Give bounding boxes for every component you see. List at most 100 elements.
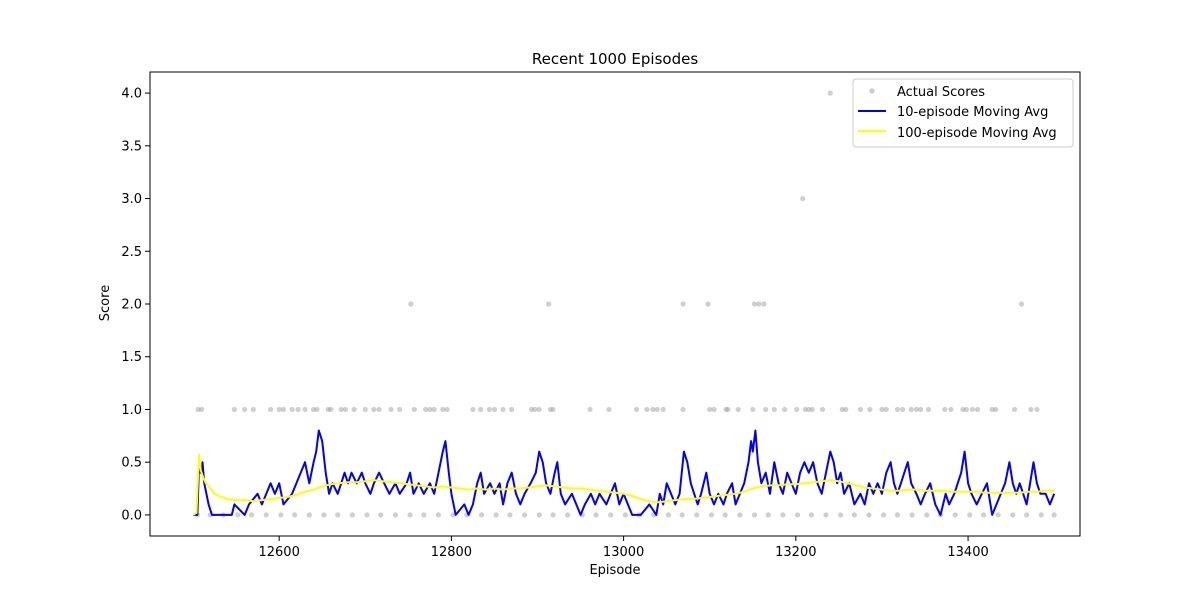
scatter-point — [407, 512, 413, 518]
scatter-point — [435, 512, 442, 518]
scatter-point — [606, 406, 612, 413]
plot-area — [192, 90, 1057, 518]
scatter-point — [500, 406, 506, 413]
scatter-point — [328, 406, 334, 413]
scatter-point — [378, 512, 384, 518]
y-tick-label: 1.5 — [121, 350, 142, 365]
scatter-point — [913, 406, 919, 413]
scatter-point — [843, 406, 849, 413]
scatter-point — [857, 406, 864, 413]
scatter-point — [486, 406, 492, 413]
scatter-point — [925, 406, 932, 413]
scatter-point — [242, 406, 248, 413]
scatter-point — [411, 406, 417, 413]
scatter-point — [280, 406, 287, 413]
scatter-point — [894, 406, 901, 413]
scatter-point — [838, 512, 844, 518]
scatter-point — [756, 301, 762, 307]
scatter-point — [351, 406, 357, 413]
scatter-point — [1038, 512, 1044, 518]
scatter-point — [532, 406, 538, 413]
scatter-point — [883, 406, 889, 413]
scatter-point — [633, 406, 640, 413]
scatter-point — [1034, 406, 1040, 413]
scatter-point — [763, 406, 769, 413]
scatter-point — [851, 512, 857, 518]
scatter-point — [705, 301, 711, 307]
legend-box — [852, 78, 1074, 148]
scatter-point — [314, 406, 320, 413]
scatter-point — [995, 512, 1001, 518]
scatter-point — [440, 406, 446, 413]
scatter-point — [509, 406, 515, 413]
scatter-point — [421, 512, 427, 518]
scatter-point — [823, 512, 829, 518]
legend: Actual Scores 10-episode Moving Avg 100-… — [852, 78, 1074, 148]
scatter-point — [894, 512, 901, 518]
scatter-point — [622, 512, 628, 518]
scatter-point — [276, 406, 282, 413]
scatter-point — [908, 406, 914, 413]
scatter-point — [794, 512, 801, 518]
scatter-point — [725, 406, 731, 413]
scatter-point — [1051, 512, 1057, 518]
scatter-point — [800, 195, 806, 202]
scatter-point — [278, 512, 284, 518]
scatter-point — [392, 512, 399, 518]
scatter-point — [342, 406, 349, 413]
scatter-point — [765, 512, 771, 518]
scatter-point — [235, 512, 241, 518]
scatter-point — [963, 406, 969, 413]
scatter-point — [751, 301, 758, 307]
scatter-point — [819, 406, 826, 413]
y-tick-label: 2.5 — [121, 245, 142, 260]
scatter-point — [335, 512, 341, 518]
scatter-point — [1010, 512, 1016, 518]
y-axis-label: Score — [98, 285, 113, 321]
scatter-point — [289, 406, 295, 413]
y-tick-label: 3.0 — [121, 192, 142, 207]
scatter-point — [1028, 406, 1034, 413]
scatter-point — [338, 406, 344, 413]
scatter-point — [292, 512, 298, 518]
y-tick-label: 4.0 — [121, 87, 142, 102]
scatter-point — [536, 512, 542, 518]
x-tick-label: 13200 — [775, 545, 816, 560]
line-ma10 — [193, 429, 1056, 516]
scatter-point — [550, 512, 556, 518]
scatter-point — [1024, 512, 1030, 518]
scatter-point — [867, 406, 873, 413]
legend-label-ma100: 100-episode Moving Avg — [897, 126, 1057, 141]
line-ma100 — [192, 453, 1055, 516]
x-tick-label: 13000 — [603, 545, 644, 560]
x-axis: 12600 12800 13000 13200 13400 — [258, 536, 989, 560]
scatter-point — [450, 512, 456, 518]
scatter-point — [750, 406, 756, 413]
scatter-point — [900, 406, 906, 413]
x-tick-label: 12600 — [258, 545, 299, 560]
y-tick-label: 0.5 — [121, 456, 142, 471]
scatter-point — [650, 406, 656, 413]
scatter-point — [431, 406, 437, 413]
scatter-point — [827, 90, 833, 96]
chart-title: Recent 1000 Episodes — [532, 50, 698, 68]
y-axis: 0.0 0.5 1.0 1.5 2.0 2.5 3.0 3.5 4.0 — [121, 87, 150, 523]
y-tick-label: 2.0 — [121, 298, 142, 313]
scatter-point — [478, 512, 485, 518]
scatter-point — [306, 512, 312, 518]
scatter-point — [550, 406, 556, 413]
scatter-point — [751, 512, 758, 518]
scatter-point — [493, 512, 499, 518]
x-tick-label: 12800 — [431, 545, 472, 560]
scatter-point — [478, 406, 484, 413]
scatter-point — [809, 406, 815, 413]
scatter-point — [263, 512, 269, 518]
scatter-point — [231, 406, 237, 413]
scatter-point — [707, 406, 713, 413]
scatter-point — [924, 512, 930, 518]
scatter-point — [761, 301, 767, 307]
scatter-point — [470, 406, 476, 413]
scatter-point — [942, 406, 948, 413]
scatter-point — [794, 406, 800, 413]
